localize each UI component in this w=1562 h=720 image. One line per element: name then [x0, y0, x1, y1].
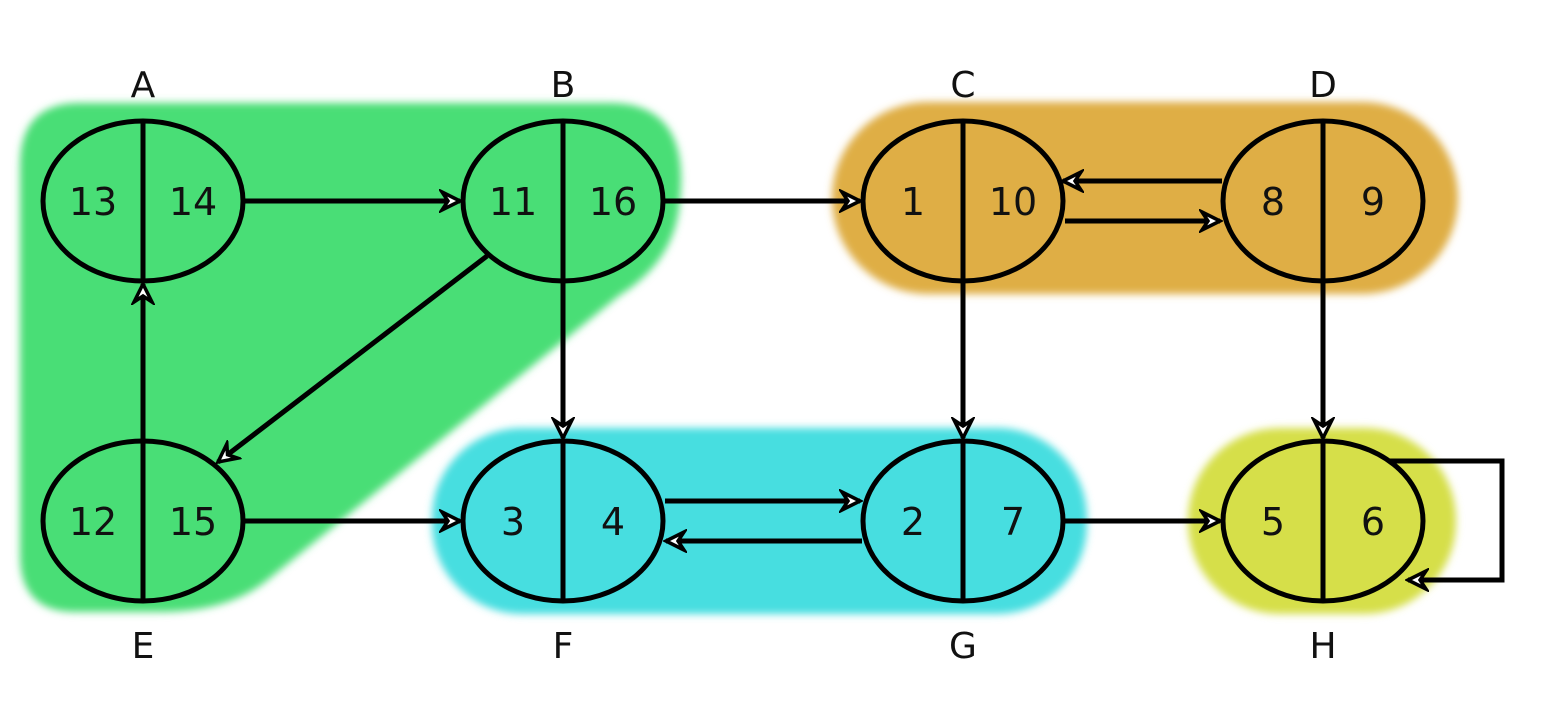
finish-time: 10: [989, 180, 1037, 224]
edges-layer: [143, 181, 1505, 580]
finish-time: 9: [1361, 180, 1385, 224]
node-label: A: [131, 65, 156, 106]
node-a: 13 14 A: [40, 65, 246, 284]
node-label: G: [949, 626, 977, 667]
node-f: 3 4 F: [460, 438, 666, 667]
node-label: D: [1309, 65, 1337, 106]
finish-time: 4: [601, 500, 625, 544]
node-label: B: [551, 65, 576, 106]
finish-time: 15: [169, 500, 217, 544]
node-label: E: [132, 626, 155, 667]
edge-h-to-h: [1390, 458, 1505, 580]
discovery-time: 3: [501, 500, 525, 544]
finish-time: 7: [1001, 500, 1025, 544]
node-e: 12 15 E: [40, 438, 246, 667]
node-d: 8 9 D: [1220, 65, 1426, 284]
discovery-time: 11: [489, 180, 537, 224]
discovery-time: 12: [69, 500, 117, 544]
discovery-time: 1: [901, 180, 925, 224]
component-region-cd: [832, 102, 1458, 294]
node-label: F: [553, 626, 574, 667]
node-label: H: [1309, 626, 1336, 667]
node-label: C: [950, 65, 975, 106]
component-region-fg: [432, 428, 1087, 614]
finish-time: 6: [1361, 500, 1385, 544]
node-c: 1 10 C: [860, 65, 1066, 284]
discovery-time: 5: [1261, 500, 1285, 544]
discovery-time: 8: [1261, 180, 1285, 224]
edge-b-to-e: [218, 254, 489, 462]
node-h: 5 6 H: [1220, 438, 1426, 667]
finish-time: 16: [589, 180, 637, 224]
node-g: 2 7 G: [860, 438, 1066, 667]
nodes-layer: 13 14 A 11 16 B 1 10 C 8 9 D 12 15 E 3 4 F 2 7 G 5 6 H: [40, 65, 1426, 667]
discovery-time: 13: [69, 180, 117, 224]
finish-time: 14: [169, 180, 217, 224]
components-layer: [20, 102, 1458, 614]
node-b: 11 16 B: [460, 65, 666, 284]
discovery-time: 2: [901, 500, 925, 544]
